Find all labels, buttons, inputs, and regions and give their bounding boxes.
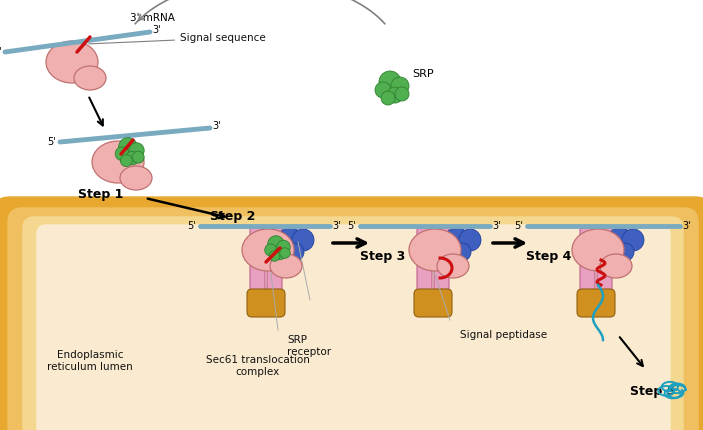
Circle shape: [395, 87, 409, 101]
Circle shape: [273, 248, 285, 260]
Ellipse shape: [409, 229, 461, 271]
Ellipse shape: [270, 254, 302, 278]
Circle shape: [119, 138, 137, 157]
Text: Step 3: Step 3: [360, 250, 405, 263]
Circle shape: [132, 151, 144, 163]
Ellipse shape: [600, 254, 632, 278]
Circle shape: [441, 242, 457, 258]
Circle shape: [277, 240, 290, 254]
Circle shape: [616, 243, 634, 261]
FancyBboxPatch shape: [414, 289, 452, 317]
Text: Signal sequence: Signal sequence: [89, 33, 266, 44]
Circle shape: [453, 243, 471, 261]
Circle shape: [606, 228, 634, 256]
Circle shape: [129, 143, 144, 158]
Circle shape: [604, 242, 620, 258]
FancyBboxPatch shape: [37, 225, 670, 430]
Circle shape: [443, 228, 471, 256]
Circle shape: [375, 82, 391, 98]
Circle shape: [265, 244, 277, 256]
Text: 5': 5': [187, 221, 196, 231]
Text: Sec61 translocation
complex: Sec61 translocation complex: [206, 355, 310, 377]
Circle shape: [269, 251, 280, 261]
FancyBboxPatch shape: [247, 289, 285, 317]
Circle shape: [276, 228, 304, 256]
Text: 3' mRNA: 3' mRNA: [130, 13, 175, 23]
Circle shape: [459, 229, 481, 251]
Text: Step 4: Step 4: [526, 250, 572, 263]
Ellipse shape: [46, 41, 98, 83]
Ellipse shape: [572, 229, 624, 271]
Ellipse shape: [437, 254, 469, 278]
FancyBboxPatch shape: [8, 208, 698, 430]
FancyBboxPatch shape: [434, 228, 449, 292]
Circle shape: [274, 242, 290, 258]
Text: Step 5: Step 5: [630, 385, 676, 398]
Circle shape: [286, 243, 304, 261]
Text: 3': 3': [212, 121, 221, 131]
Ellipse shape: [242, 229, 294, 271]
Circle shape: [391, 77, 409, 95]
Ellipse shape: [74, 66, 106, 90]
Text: 5': 5': [47, 137, 56, 147]
FancyBboxPatch shape: [267, 228, 282, 292]
Text: 5': 5': [515, 221, 523, 231]
FancyBboxPatch shape: [597, 228, 612, 292]
Text: Step 1: Step 1: [78, 188, 123, 201]
Circle shape: [120, 155, 132, 166]
FancyBboxPatch shape: [23, 217, 683, 430]
Circle shape: [292, 229, 314, 251]
Text: SRP
receptor: SRP receptor: [287, 335, 331, 356]
Text: 3': 3': [332, 221, 341, 231]
Circle shape: [622, 229, 644, 251]
Circle shape: [381, 91, 395, 105]
FancyBboxPatch shape: [250, 228, 265, 292]
Circle shape: [387, 87, 403, 103]
Circle shape: [268, 236, 284, 252]
FancyBboxPatch shape: [0, 197, 703, 430]
Text: Endoplasmic
reticulum lumen: Endoplasmic reticulum lumen: [47, 350, 133, 372]
Ellipse shape: [120, 166, 152, 190]
Text: Signal peptidase: Signal peptidase: [460, 330, 547, 340]
FancyBboxPatch shape: [417, 228, 432, 292]
Text: 5': 5': [347, 221, 356, 231]
Text: Step 2: Step 2: [210, 210, 255, 223]
Text: 3': 3': [682, 221, 690, 231]
Circle shape: [379, 71, 401, 93]
FancyBboxPatch shape: [580, 228, 595, 292]
Circle shape: [125, 151, 139, 165]
Circle shape: [115, 147, 129, 160]
Ellipse shape: [92, 141, 144, 183]
Text: 3': 3': [492, 221, 501, 231]
Text: 5': 5': [0, 47, 2, 57]
FancyBboxPatch shape: [577, 289, 615, 317]
Text: 3': 3': [152, 25, 160, 35]
Text: SRP: SRP: [412, 69, 434, 79]
Bar: [0, 0, 703, 230]
Circle shape: [280, 248, 290, 258]
